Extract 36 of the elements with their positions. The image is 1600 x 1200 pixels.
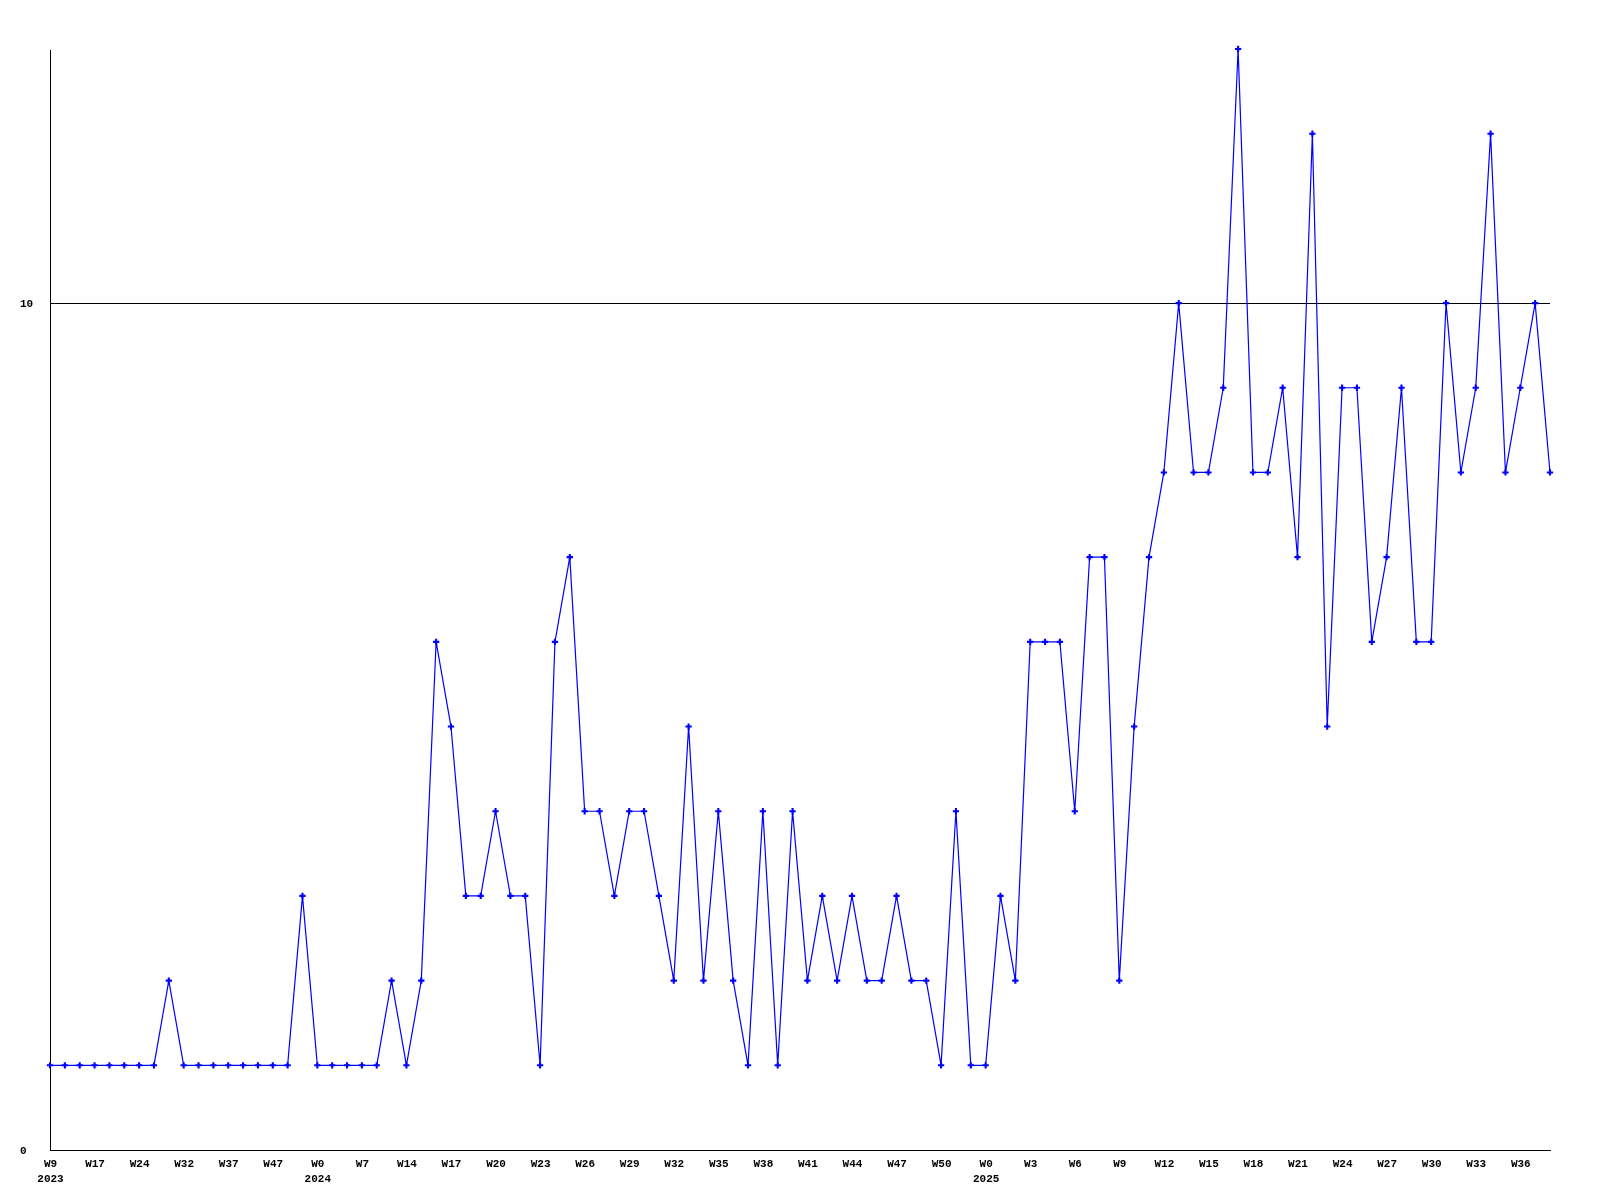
x-tick-label: W9 (1113, 1158, 1127, 1170)
x-tick-label: W7 (355, 1158, 369, 1170)
x-tick-label: W0 2025 (972, 1158, 1000, 1185)
x-tick-label: W44 (842, 1158, 863, 1170)
y-tick-label: 0 (20, 1145, 27, 1158)
x-tick-label: W17 (441, 1158, 462, 1170)
x-tick-label: W50 (931, 1158, 952, 1170)
y-tick-label: 10 (20, 298, 34, 311)
x-tick-label: W14 (397, 1158, 418, 1170)
x-tick-label: W27 (1377, 1158, 1398, 1170)
x-tick-label: W41 (798, 1158, 819, 1170)
x-tick-label: W0 2024 (304, 1158, 332, 1185)
x-tick-label: W32 (174, 1158, 195, 1170)
x-tick-label: W3 (1024, 1158, 1038, 1170)
x-tick-label: W21 (1288, 1158, 1309, 1170)
x-tick-label: W47 (887, 1158, 907, 1170)
x-tick-label: W38 (753, 1158, 774, 1170)
x-tick-label: W33 (1466, 1158, 1487, 1170)
x-tick-label: W24 (1332, 1158, 1353, 1170)
x-tick-label: W29 (619, 1158, 640, 1170)
x-tick-label: W35 (708, 1158, 730, 1170)
x-tick-label: W17 (85, 1158, 105, 1170)
x-tick-label: W15 (1199, 1158, 1220, 1170)
x-tick-label: W18 (1243, 1158, 1264, 1170)
x-tick-label: W24 (129, 1158, 150, 1170)
x-tick-label: W37 (218, 1158, 239, 1170)
x-tick-label: W36 (1510, 1158, 1531, 1170)
x-tick-label: W12 (1154, 1158, 1175, 1170)
x-tick-label: W32 (664, 1158, 685, 1170)
x-tick-label: W30 (1421, 1158, 1442, 1170)
x-tick-label: W26 (575, 1158, 596, 1170)
x-tick-label: W6 (1068, 1158, 1082, 1170)
x-tick-label: W9 2023 (37, 1158, 65, 1185)
x-tick-label: W23 (530, 1158, 551, 1170)
x-tick-label: W47 (263, 1158, 284, 1170)
x-tick-label: W20 (486, 1158, 506, 1170)
